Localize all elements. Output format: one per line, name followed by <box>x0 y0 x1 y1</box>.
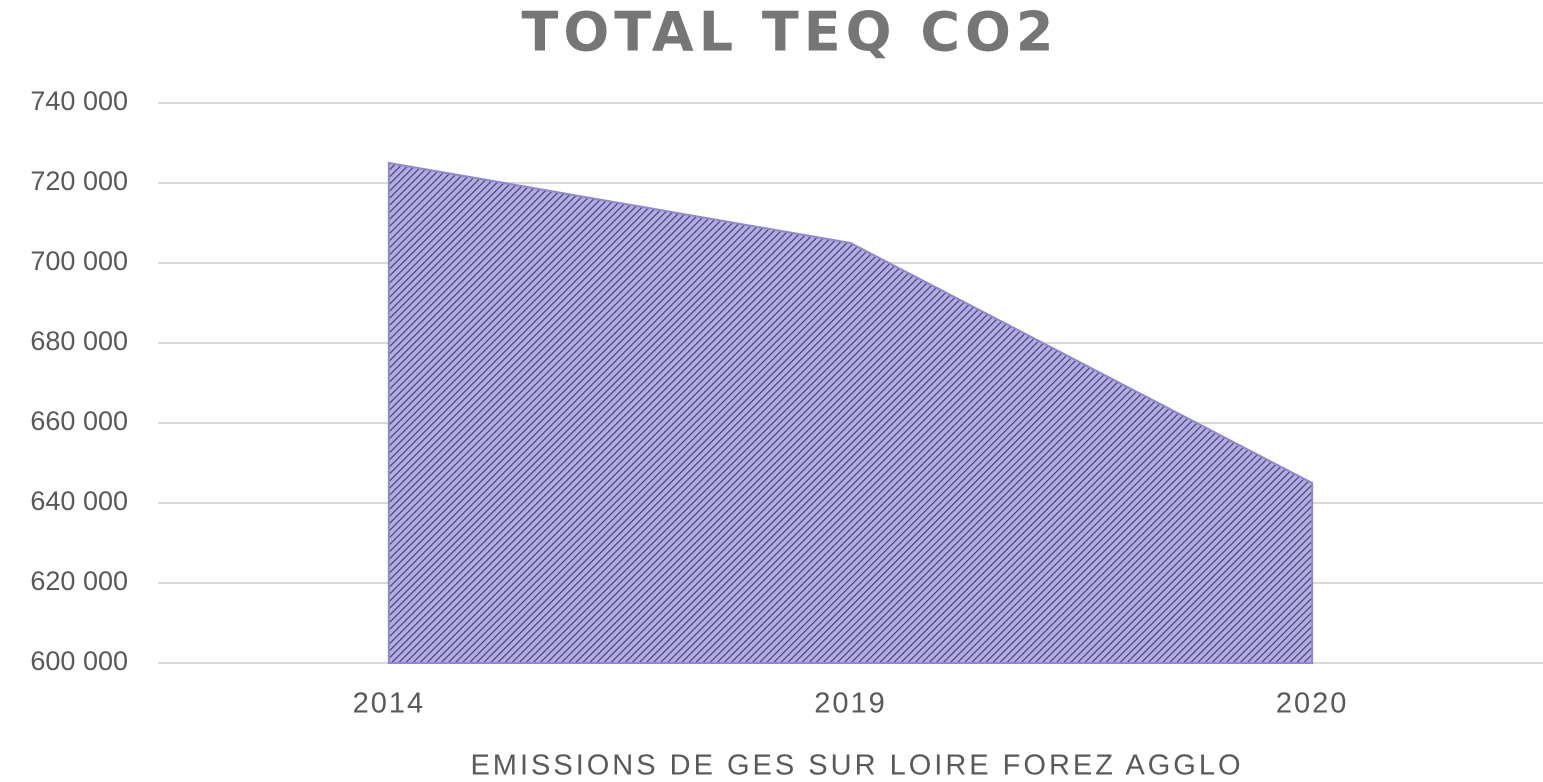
x-tick-label: 2019 <box>814 688 887 720</box>
x-tick-label: 2020 <box>1276 688 1349 720</box>
y-tick-label: 680 000 <box>30 326 128 356</box>
x-tick-label: 2014 <box>353 688 426 720</box>
y-tick-label: 700 000 <box>30 246 128 276</box>
y-tick-label: 600 000 <box>30 646 128 676</box>
y-tick-label: 620 000 <box>30 566 128 596</box>
x-axis-title: EMISSIONS DE GES SUR LOIRE FOREZ AGGLO <box>470 750 1243 782</box>
y-tick-label: 660 000 <box>30 406 128 436</box>
y-tick-label: 640 000 <box>30 486 128 516</box>
y-tick-label: 720 000 <box>30 166 128 196</box>
area <box>387 161 1314 664</box>
chart-title: TOTAL TEQ CO2 <box>522 1 1059 64</box>
y-tick-label: 740 000 <box>30 86 128 116</box>
